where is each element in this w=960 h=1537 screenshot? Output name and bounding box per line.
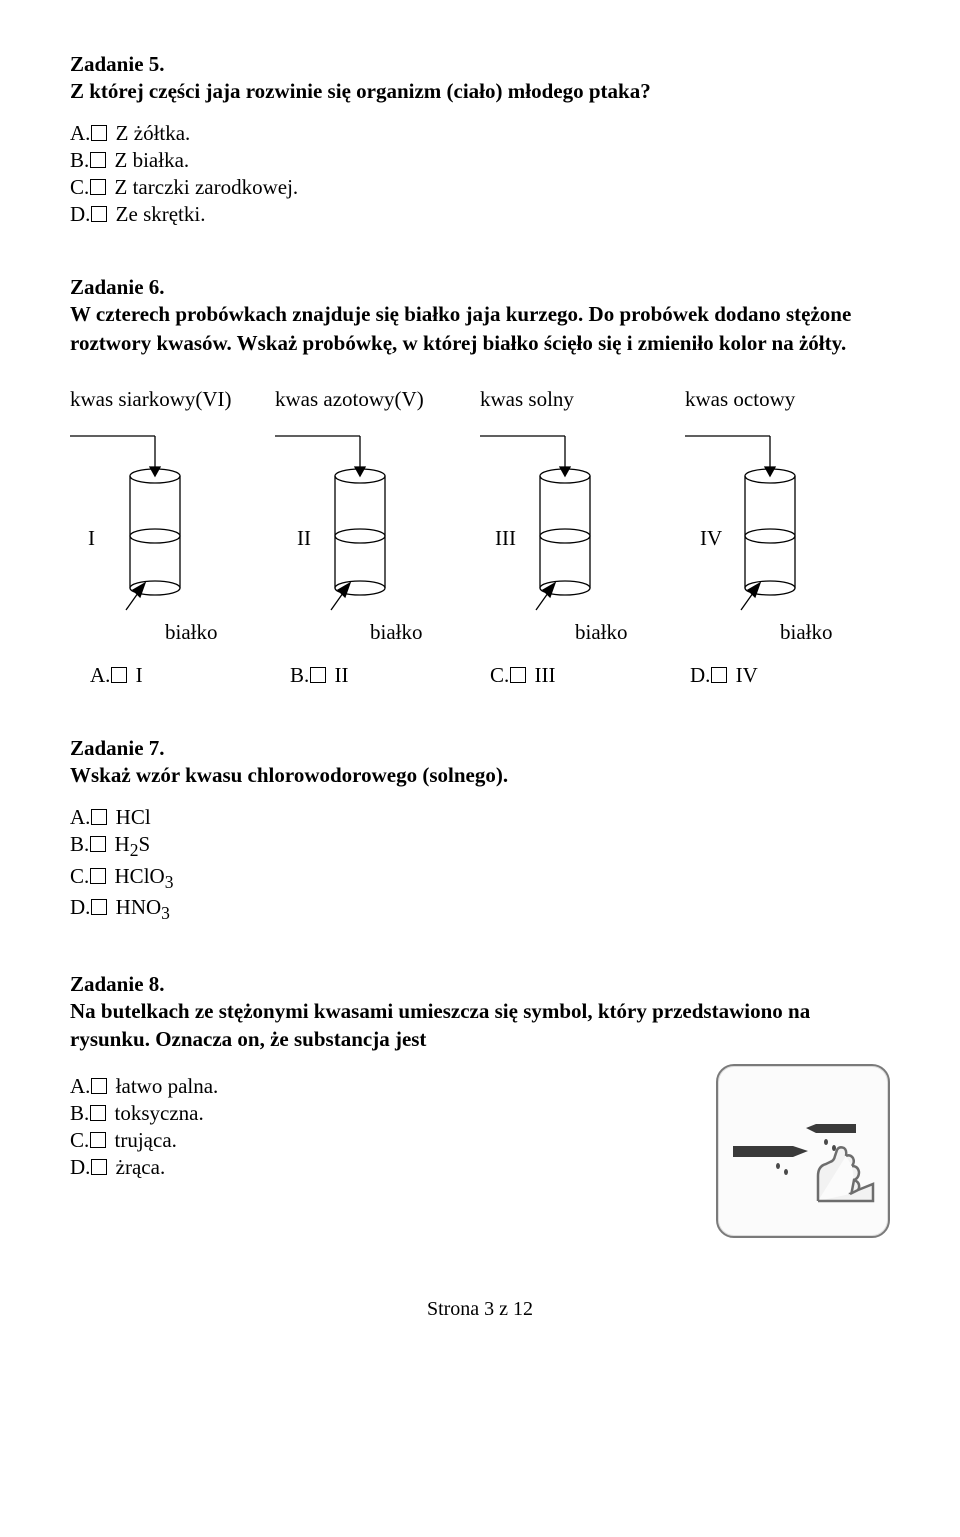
task5-opt-a[interactable]: A. Z żółtka. (70, 121, 890, 146)
letter-d: D. (70, 202, 90, 226)
bialko-3: białko (480, 620, 685, 645)
task5-prompt: Z której części jaja rozwinie się organi… (70, 77, 890, 105)
task5-title: Zadanie 5. (70, 52, 890, 77)
acid-labels-row: kwas siarkowy(VI) kwas azotowy(V) kwas s… (70, 387, 890, 412)
page: Zadanie 5. Z której części jaja rozwinie… (0, 0, 960, 1361)
task5-opt-b[interactable]: B. Z białka. (70, 148, 890, 173)
acid-label-2: kwas azotowy(V) (275, 387, 480, 412)
task6-prompt: W czterech probówkach znajduje się białk… (70, 300, 890, 357)
checkbox-icon[interactable] (510, 667, 526, 683)
checkbox-icon[interactable] (91, 899, 107, 915)
letter-c: C. (490, 663, 509, 687)
letter-a: A. (70, 1074, 90, 1098)
checkbox-icon[interactable] (310, 667, 326, 683)
task7-a-text: HCl (116, 805, 151, 829)
task8-b-text: toksyczna. (115, 1101, 204, 1125)
checkbox-icon[interactable] (90, 179, 106, 195)
letter-b: B. (290, 663, 309, 687)
task8-c-text: trująca. (115, 1128, 177, 1152)
task8-a-text: łatwo palna. (116, 1074, 219, 1098)
task6-b-text: II (335, 663, 349, 687)
task5-b-text: Z białka. (115, 148, 190, 172)
corrosive-icon (718, 1066, 888, 1236)
checkbox-icon[interactable] (111, 667, 127, 683)
acid-label-3: kwas solny (480, 387, 685, 412)
tube-cell-3: III (480, 418, 685, 618)
task5-opt-d[interactable]: D. Ze skrętki. (70, 202, 890, 227)
letter-c: C. (70, 864, 89, 888)
letter-a: A. (70, 121, 90, 145)
task6-title: Zadanie 6. (70, 275, 890, 300)
tube-diagram-2 (275, 418, 480, 618)
roman-4: IV (700, 526, 722, 551)
task6-options-row: A. I B. II C. III D. IV (70, 663, 890, 688)
checkbox-icon[interactable] (91, 206, 107, 222)
checkbox-icon[interactable] (90, 1105, 106, 1121)
bialko-1: białko (70, 620, 275, 645)
tube-cell-4: IV (685, 418, 890, 618)
tube-cell-2: II (275, 418, 480, 618)
task5-d-text: Ze skrętki. (116, 202, 206, 226)
letter-a: A. (90, 663, 110, 687)
task5-opt-c[interactable]: C. Z tarczki zarodkowej. (70, 175, 890, 200)
tube-diagram-1 (70, 418, 275, 618)
task7-opt-b[interactable]: B. H2S (70, 832, 890, 861)
task7-title: Zadanie 7. (70, 736, 890, 761)
task5-c-text: Z tarczki zarodkowej. (115, 175, 299, 199)
page-footer: Strona 3 z 12 (70, 1298, 890, 1321)
checkbox-icon[interactable] (90, 152, 106, 168)
task6-a-text: I (136, 663, 143, 687)
letter-d: D. (690, 663, 710, 687)
task7-opt-d[interactable]: D. HNO3 (70, 895, 890, 924)
checkbox-icon[interactable] (91, 809, 107, 825)
letter-b: B. (70, 1101, 89, 1125)
checkbox-icon[interactable] (711, 667, 727, 683)
checkbox-icon[interactable] (90, 868, 106, 884)
task6-c-text: III (535, 663, 556, 687)
checkbox-icon[interactable] (90, 836, 106, 852)
checkbox-icon[interactable] (91, 125, 107, 141)
task6-opt-d[interactable]: D. IV (690, 663, 890, 688)
letter-b: B. (70, 148, 89, 172)
task6-opt-b[interactable]: B. II (290, 663, 490, 688)
tube-cell-1: I (70, 418, 275, 618)
bialko-2: białko (275, 620, 480, 645)
task8-d-text: żrąca. (116, 1155, 166, 1179)
task7-opt-a[interactable]: A. HCl (70, 805, 890, 830)
task6-opt-a[interactable]: A. I (70, 663, 290, 688)
roman-3: III (495, 526, 516, 551)
task8-prompt: Na butelkach ze stężonymi kwasami umiesz… (70, 997, 890, 1054)
bialko-row: białko białko białko białko (70, 620, 890, 645)
letter-d: D. (70, 895, 90, 919)
task7-c-text: HClO3 (115, 864, 174, 888)
hazard-symbol (716, 1064, 890, 1238)
test-tubes-row: I II (70, 418, 890, 618)
task7-prompt: Wskaż wzór kwasu chlorowodorowego (solne… (70, 761, 890, 789)
task7-b-text: H2S (115, 832, 151, 856)
roman-2: II (297, 526, 311, 551)
roman-1: I (88, 526, 95, 551)
task8-title: Zadanie 8. (70, 972, 890, 997)
tube-diagram-3 (480, 418, 685, 618)
tube-diagram-4 (685, 418, 890, 618)
checkbox-icon[interactable] (91, 1159, 107, 1175)
task6-d-text: IV (736, 663, 758, 687)
checkbox-icon[interactable] (90, 1132, 106, 1148)
bialko-4: białko (685, 620, 890, 645)
task6-opt-c[interactable]: C. III (490, 663, 690, 688)
checkbox-icon[interactable] (91, 1078, 107, 1094)
letter-a: A. (70, 805, 90, 829)
letter-c: C. (70, 1128, 89, 1152)
acid-label-1: kwas siarkowy(VI) (70, 387, 275, 412)
task7-d-text: HNO3 (116, 895, 170, 919)
letter-d: D. (70, 1155, 90, 1179)
task5-a-text: Z żółtka. (116, 121, 191, 145)
letter-c: C. (70, 175, 89, 199)
task7-opt-c[interactable]: C. HClO3 (70, 864, 890, 893)
acid-label-4: kwas octowy (685, 387, 890, 412)
letter-b: B. (70, 832, 89, 856)
